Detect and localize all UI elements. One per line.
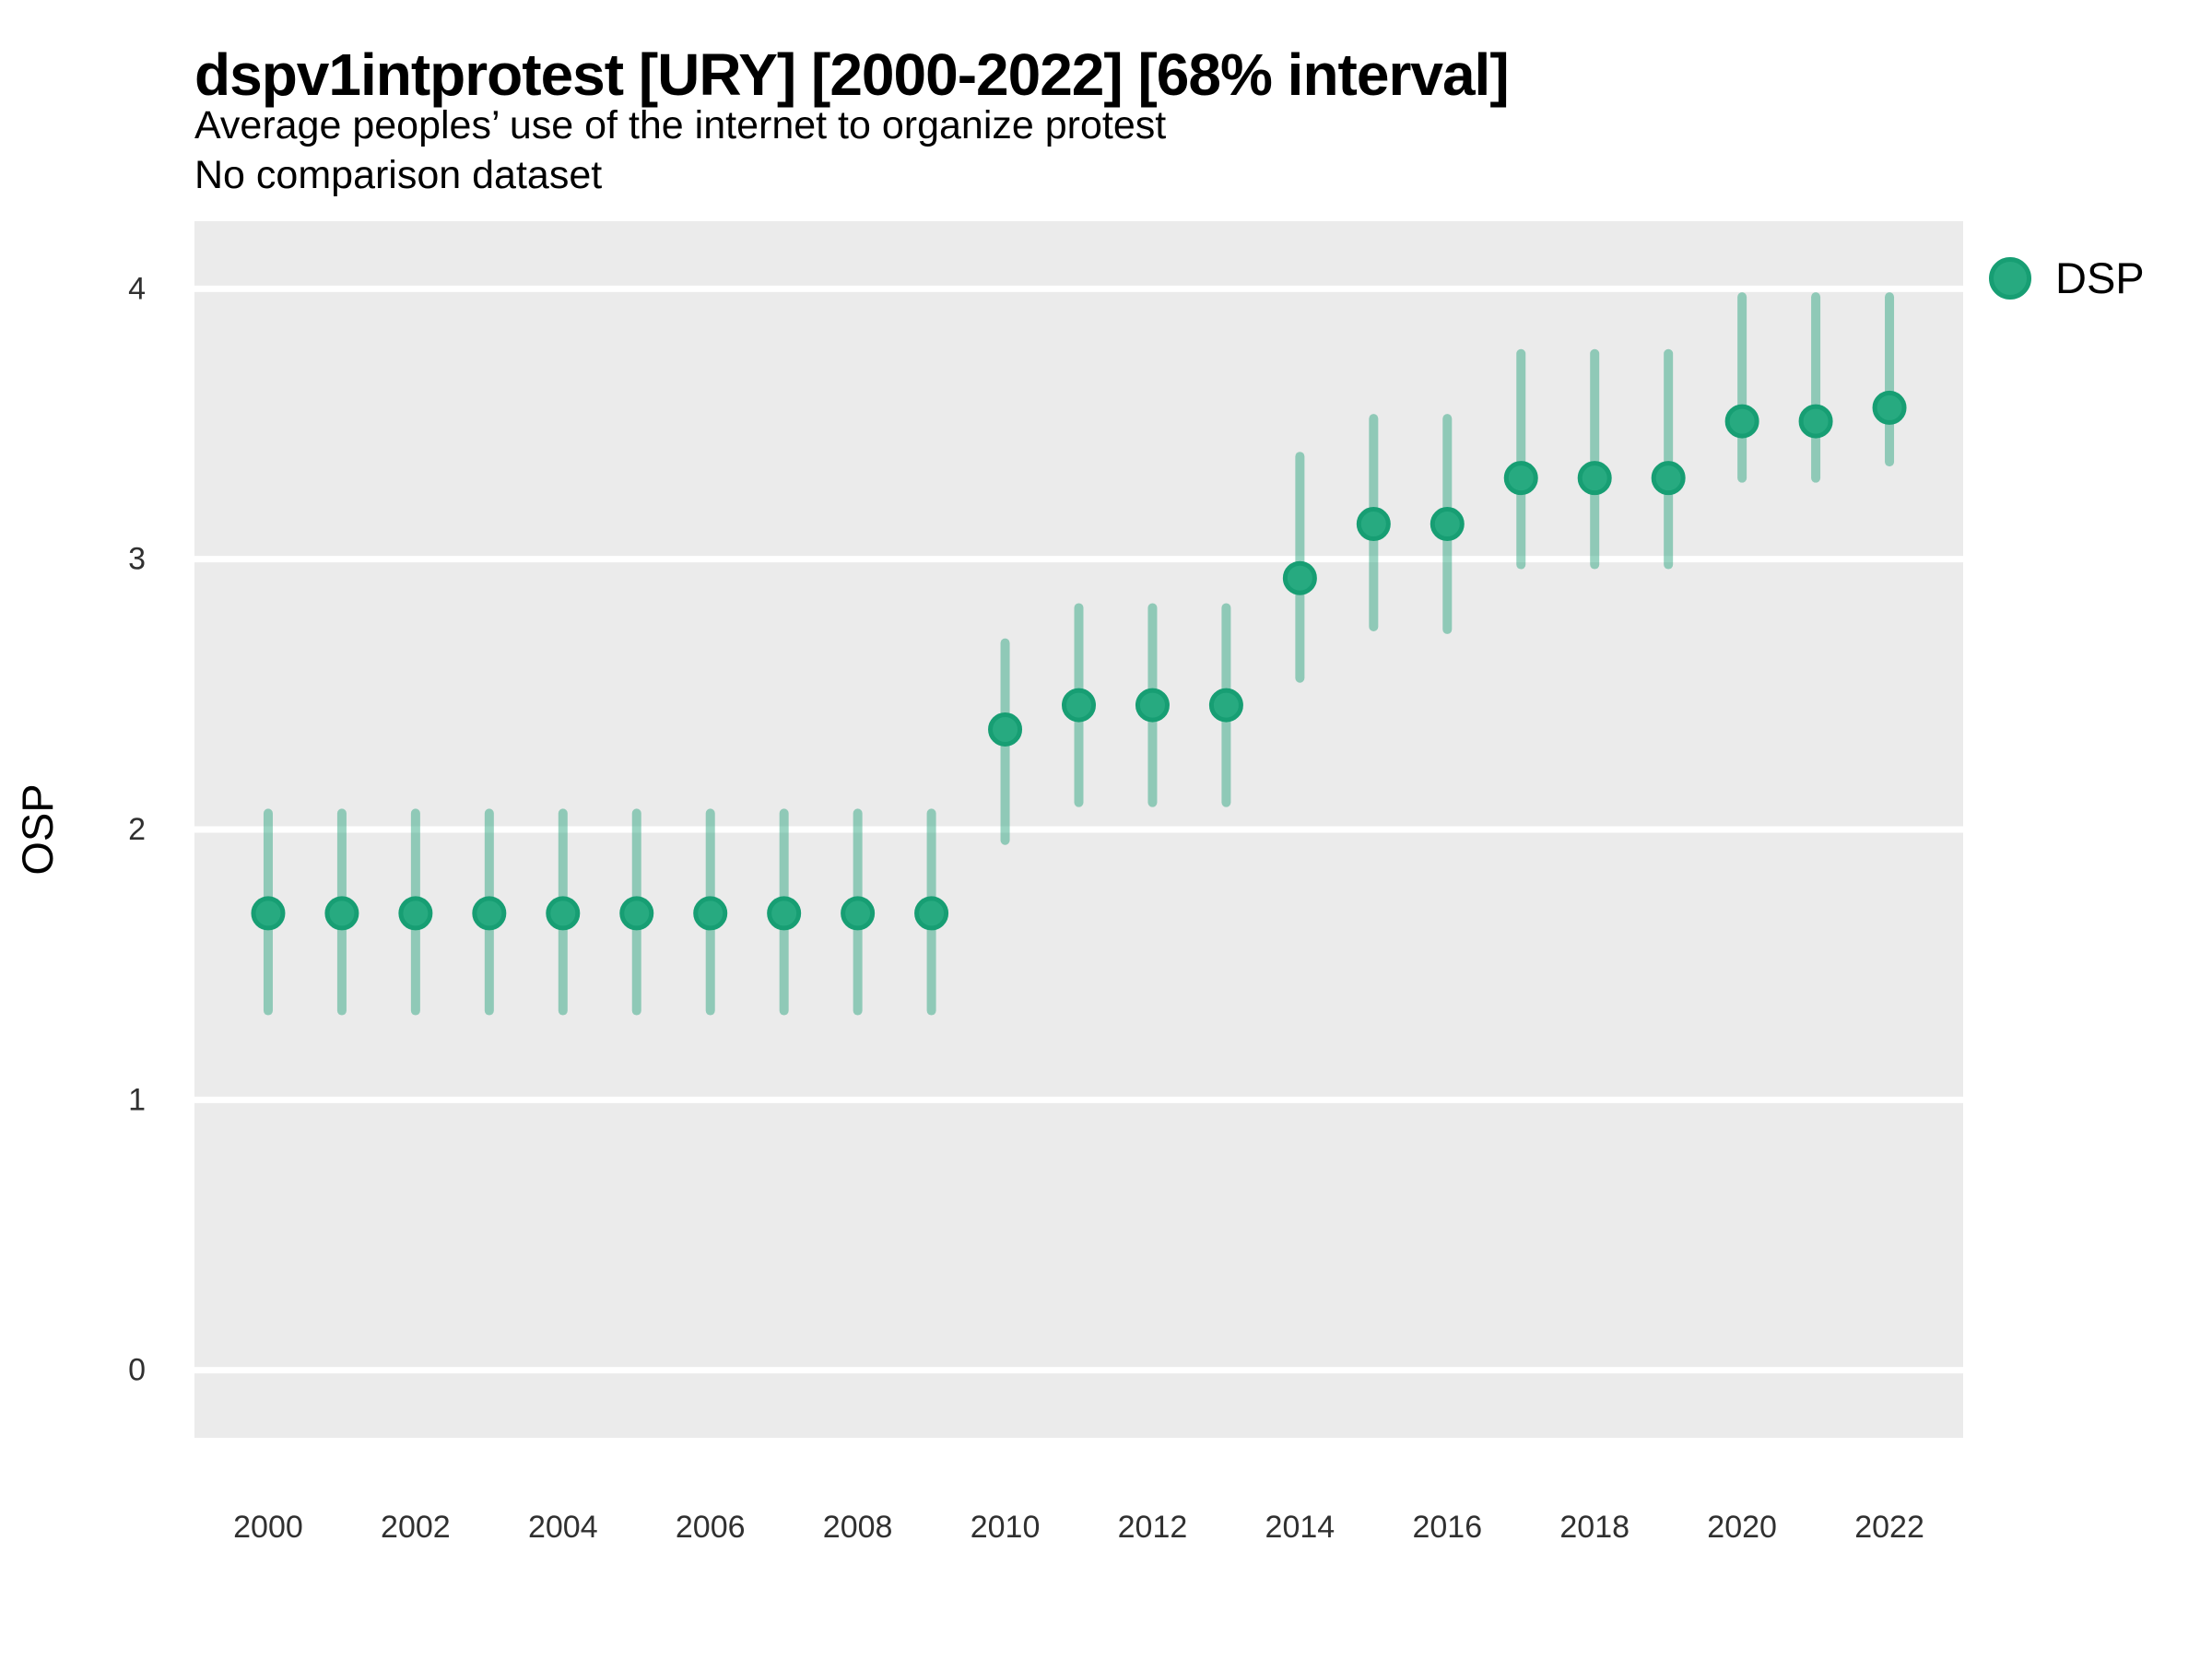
y-tick-label-0: 0 (128, 1353, 146, 1388)
data-point-2019 (1651, 461, 1686, 496)
legend-label: DSP (2055, 253, 2145, 302)
y-tick-label-4: 4 (128, 271, 146, 306)
data-point-2002 (398, 896, 433, 931)
data-point-2021 (1798, 404, 1833, 439)
data-point-2016 (1430, 507, 1465, 542)
data-point-2013 (1208, 688, 1243, 723)
data-point-2009 (914, 896, 949, 931)
x-tick-label-2012: 2012 (1118, 1510, 1188, 1545)
x-tick-label-2022: 2022 (1854, 1510, 1924, 1545)
data-point-2011 (1062, 688, 1096, 723)
x-tick-label-2006: 2006 (676, 1510, 746, 1545)
data-point-2001 (324, 896, 359, 931)
data-point-2008 (841, 896, 876, 931)
x-tick-label-2000: 2000 (233, 1510, 303, 1545)
page-title: dspv1intprotest [URY] [2000-2022] [68% i… (194, 41, 1510, 108)
x-tick-label-2014: 2014 (1265, 1510, 1335, 1545)
data-point-2010 (988, 712, 1023, 747)
data-point-2018 (1577, 461, 1612, 496)
x-tick-label-2016: 2016 (1412, 1510, 1482, 1545)
x-tick-label-2018: 2018 (1559, 1510, 1630, 1545)
x-tick-label-2002: 2002 (381, 1510, 451, 1545)
x-tick-label-2004: 2004 (528, 1510, 598, 1545)
y-axis-title: OSP (13, 783, 62, 875)
x-tick-label-2008: 2008 (823, 1510, 893, 1545)
data-point-2000 (251, 896, 286, 931)
y-tick-label-1: 1 (128, 1082, 146, 1117)
x-tick-label-2020: 2020 (1707, 1510, 1777, 1545)
data-point-2014 (1282, 560, 1317, 595)
data-point-2006 (693, 896, 728, 931)
page-subtitle: Average peoples’ use of the internet to … (194, 103, 1167, 147)
data-point-2020 (1724, 404, 1759, 439)
data-point-2007 (767, 896, 802, 931)
legend-point-swatch (1989, 256, 2031, 300)
data-point-2022 (1872, 390, 1907, 425)
data-point-2004 (546, 896, 581, 931)
y-tick-label-2: 2 (128, 812, 146, 847)
comparison-note: No comparison dataset (194, 153, 603, 197)
data-point-2003 (472, 896, 507, 931)
data-point-2012 (1135, 688, 1170, 723)
data-point-2015 (1356, 507, 1391, 542)
x-tick-label-2010: 2010 (971, 1510, 1041, 1545)
legend: DSP (1989, 253, 2145, 303)
data-point-2005 (619, 896, 654, 931)
y-tick-label-3: 3 (128, 542, 146, 577)
data-point-2017 (1503, 461, 1538, 496)
